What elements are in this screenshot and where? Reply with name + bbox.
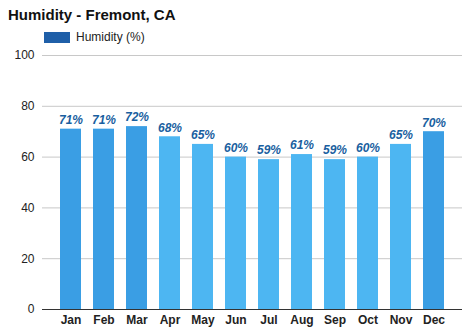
html-text:Humidity - Fremont, CA: Humidity - Fremont, CA bbox=[8, 6, 176, 23]
svg-text:20: 20 bbox=[21, 252, 35, 266]
svg-text:Sep: Sep bbox=[324, 313, 346, 327]
svg-text:71%: 71% bbox=[59, 113, 83, 127]
svg-text:59%: 59% bbox=[257, 143, 281, 157]
svg-text:100: 100 bbox=[14, 48, 34, 62]
svg-text:60: 60 bbox=[21, 150, 35, 164]
svg-text:Feb: Feb bbox=[93, 313, 114, 327]
svg-text:Jun: Jun bbox=[225, 313, 246, 327]
svg-text:60%: 60% bbox=[224, 141, 248, 155]
svg-text:61%: 61% bbox=[290, 138, 314, 152]
svg-text:Mar: Mar bbox=[126, 313, 148, 327]
svg-text:71%: 71% bbox=[92, 113, 116, 127]
svg-text:70%: 70% bbox=[422, 116, 446, 130]
svg-text:Jul: Jul bbox=[260, 313, 277, 327]
svg-text:59%: 59% bbox=[323, 143, 347, 157]
svg-text:40: 40 bbox=[21, 201, 35, 215]
svg-text:65%: 65% bbox=[191, 128, 215, 142]
svg-text:65%: 65% bbox=[389, 128, 413, 142]
svg-text:0: 0 bbox=[28, 302, 35, 316]
svg-text:Aug: Aug bbox=[290, 313, 313, 327]
svg-text:Jan: Jan bbox=[61, 313, 82, 327]
svg-text:68%: 68% bbox=[158, 121, 182, 135]
svg-text:May: May bbox=[191, 313, 215, 327]
svg-text:72%: 72% bbox=[125, 110, 149, 124]
svg-text:Dec: Dec bbox=[423, 313, 445, 327]
svg-text:Apr: Apr bbox=[160, 313, 181, 327]
svg-text:Oct: Oct bbox=[358, 313, 378, 327]
html-text:Humidity (%): Humidity (%) bbox=[76, 30, 145, 44]
svg-text:Nov: Nov bbox=[390, 313, 413, 327]
svg-text:80: 80 bbox=[21, 99, 35, 113]
svg-text:60%: 60% bbox=[356, 141, 380, 155]
